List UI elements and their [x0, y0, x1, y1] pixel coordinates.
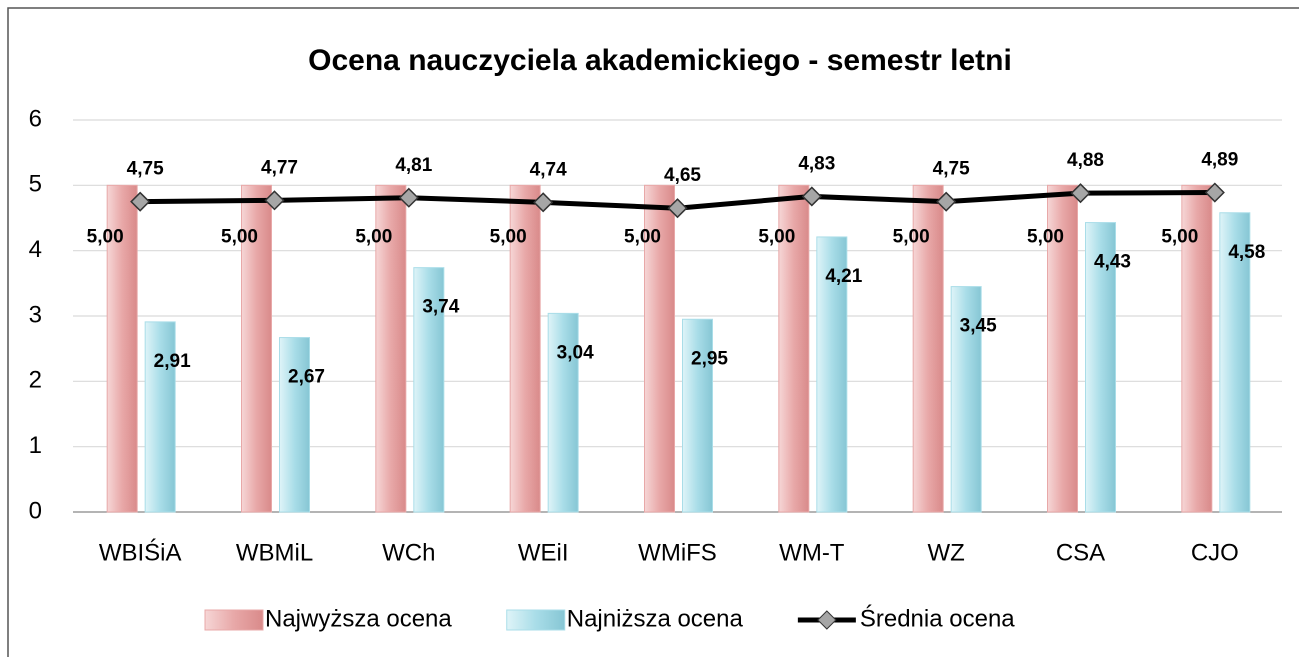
bar [509, 184, 541, 513]
y-tick-label: 3 [29, 301, 42, 328]
data-label: 5,00 [758, 226, 795, 247]
data-label: 4,21 [825, 266, 862, 287]
data-label: 2,67 [288, 367, 325, 388]
x-tick-label: WM-T [779, 539, 845, 566]
bar [778, 184, 810, 513]
x-tick-label: WMiFS [638, 539, 717, 566]
bar [1047, 184, 1078, 513]
y-tick-label: 5 [29, 171, 42, 198]
chart-title: Ocena nauczyciela akademickiego - semest… [308, 44, 1012, 77]
data-label: 4,89 [1201, 150, 1238, 171]
marker [533, 192, 554, 213]
bar [279, 337, 310, 513]
marker [667, 198, 688, 219]
y-tick-label: 6 [29, 105, 42, 132]
data-label: 3,74 [422, 297, 459, 318]
bar [644, 184, 675, 513]
data-label: 5,00 [221, 226, 258, 247]
legend-label: Średnia ocena [860, 604, 1015, 632]
bar [106, 184, 138, 513]
data-label: 5,00 [624, 226, 661, 247]
data-label: 5,00 [1027, 226, 1064, 247]
data-label: 4,75 [933, 159, 970, 180]
y-tick-label: 4 [29, 236, 42, 263]
bar [682, 318, 713, 513]
data-label: 5,00 [87, 226, 124, 247]
x-tick-label: WCh [382, 539, 435, 566]
data-label: 4,65 [664, 165, 701, 186]
data-label: 4,83 [798, 153, 835, 174]
bar [144, 321, 176, 513]
data-label: 4,77 [261, 157, 298, 178]
data-label: 5,00 [1161, 226, 1198, 247]
chart-border [7, 7, 1299, 657]
data-label: 2,95 [691, 348, 728, 369]
bar [912, 184, 944, 513]
marker [264, 190, 285, 211]
bar [375, 184, 407, 513]
x-tick-label: WBIŚiA [99, 538, 182, 566]
marker [936, 191, 957, 212]
x-tick-label: WZ [928, 539, 965, 566]
bar [1219, 212, 1251, 513]
data-label: 4,75 [127, 159, 164, 180]
x-tick-label: CJO [1191, 539, 1239, 566]
marker [801, 186, 822, 207]
x-tick-label: WEiI [518, 539, 569, 566]
legend-swatch [506, 609, 566, 631]
data-label: 5,00 [893, 226, 930, 247]
legend-label: Najwyższa ocena [265, 605, 452, 632]
x-tick-label: CSA [1056, 539, 1105, 566]
legend-swatch [817, 610, 837, 630]
legend-label: Najniższa ocena [567, 605, 744, 632]
bar [413, 267, 445, 513]
data-label: 4,88 [1067, 150, 1104, 171]
y-tick-label: 0 [29, 497, 42, 524]
bar [241, 184, 272, 513]
data-label: 4,74 [530, 159, 567, 180]
marker [398, 187, 419, 208]
y-tick-label: 2 [29, 367, 42, 394]
bar [816, 236, 848, 513]
data-label: 5,00 [490, 226, 527, 247]
data-label: 4,81 [395, 155, 432, 176]
data-label: 4,58 [1228, 242, 1265, 263]
data-label: 4,43 [1094, 252, 1131, 273]
data-label: 2,91 [154, 351, 191, 372]
bar [950, 286, 982, 513]
data-label: 5,00 [355, 226, 392, 247]
bar [547, 312, 579, 513]
x-tick-label: WBMiL [236, 539, 313, 566]
y-tick-label: 1 [29, 432, 42, 459]
marker [130, 191, 151, 212]
marker [1204, 182, 1225, 203]
data-label: 3,45 [960, 316, 997, 337]
data-label: 3,04 [557, 342, 594, 363]
legend-swatch [204, 609, 264, 631]
bar [1181, 184, 1213, 513]
marker [1070, 183, 1091, 204]
bar [1085, 222, 1116, 513]
